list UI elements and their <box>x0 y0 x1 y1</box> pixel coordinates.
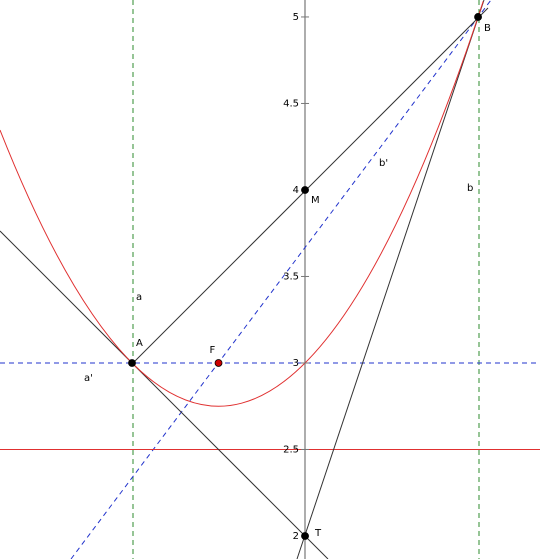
line-b-prime <box>70 0 492 559</box>
y-tick-label: 3 <box>293 358 299 369</box>
point <box>301 532 309 540</box>
point-label: B <box>484 23 491 34</box>
point <box>214 359 223 367</box>
y-tick-label: 3.5 <box>283 271 299 282</box>
line-label: b' <box>379 158 388 169</box>
y-tick-label: 4.5 <box>283 98 299 109</box>
tangent-a <box>0 230 329 559</box>
point <box>474 13 482 21</box>
point-label: T <box>314 528 322 539</box>
point-label: M <box>311 195 320 206</box>
point-label: F <box>210 345 216 356</box>
y-tick-label: 2.5 <box>283 444 299 455</box>
y-tick-label: 5 <box>293 12 299 23</box>
point-label: A <box>136 338 143 349</box>
line-label: b <box>467 183 473 194</box>
y-tick-label: 2 <box>293 531 299 542</box>
point <box>128 359 136 367</box>
line-ab <box>132 7 489 364</box>
line-label: a <box>136 292 142 303</box>
parabola <box>0 1 484 407</box>
line-label: a' <box>84 373 93 384</box>
y-tick-label: 4 <box>293 185 299 196</box>
point <box>301 186 309 194</box>
tangent-b <box>296 0 485 559</box>
